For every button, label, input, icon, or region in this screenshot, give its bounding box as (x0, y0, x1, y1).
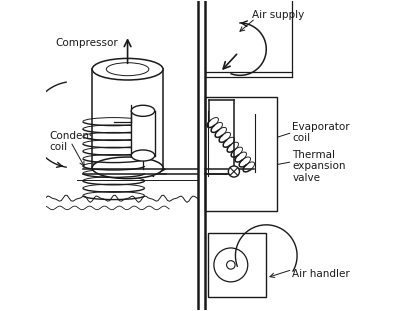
Circle shape (228, 166, 240, 177)
Ellipse shape (131, 105, 155, 116)
Text: Air handler: Air handler (292, 269, 350, 279)
FancyBboxPatch shape (131, 111, 155, 156)
FancyBboxPatch shape (208, 233, 266, 297)
Text: Thermal
expansion
valve: Thermal expansion valve (292, 150, 346, 183)
Ellipse shape (92, 157, 163, 179)
Text: Air supply: Air supply (252, 10, 305, 20)
Ellipse shape (131, 150, 155, 161)
Ellipse shape (92, 58, 163, 80)
FancyBboxPatch shape (92, 69, 163, 168)
Text: Evaporator
coil: Evaporator coil (292, 122, 350, 143)
Text: Compressor: Compressor (55, 38, 118, 48)
Text: Condenser
coil: Condenser coil (49, 131, 105, 152)
FancyBboxPatch shape (205, 97, 277, 211)
